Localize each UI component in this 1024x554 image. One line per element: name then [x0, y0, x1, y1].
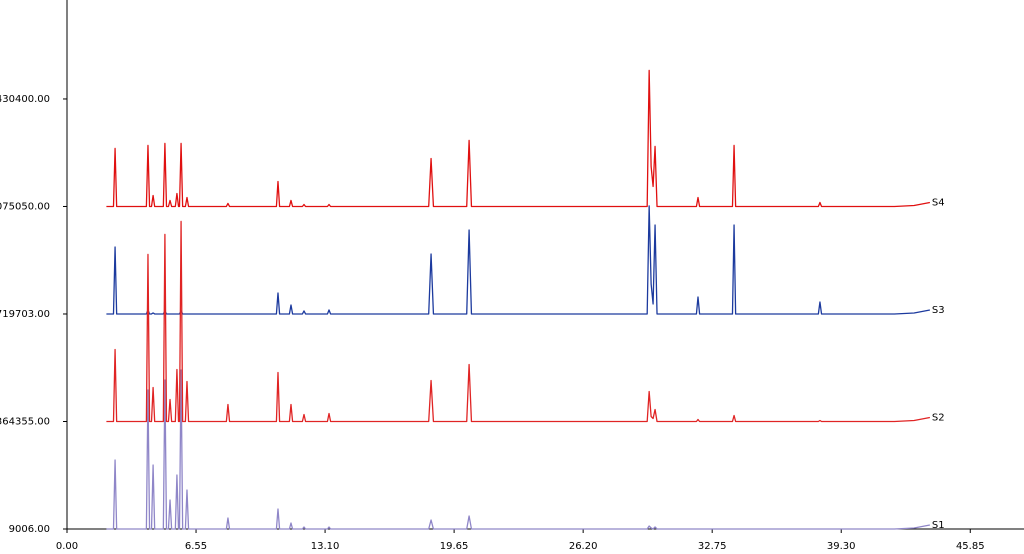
- x-tick-label: 39.30: [827, 541, 856, 552]
- y-tick-label: 9006.00: [9, 524, 50, 535]
- series-label: S1: [932, 520, 945, 531]
- x-tick-label: 19.65: [440, 541, 469, 552]
- x-tick-label: 45.85: [956, 541, 985, 552]
- y-tick-label: 364355.00: [0, 416, 50, 427]
- series-line: [106, 205, 931, 315]
- series-line: [106, 220, 931, 423]
- series-line: [106, 369, 931, 530]
- x-tick-label: 13.10: [311, 541, 340, 552]
- x-tick-label: 32.75: [698, 541, 727, 552]
- series-line: [106, 69, 931, 208]
- y-tick-label: 1075050.00: [0, 201, 50, 212]
- x-tick-label: 26.20: [569, 541, 598, 552]
- series-label: S4: [932, 197, 945, 208]
- y-tick-label: 1430400.00: [0, 94, 50, 105]
- x-tick-label: 0.00: [56, 541, 78, 552]
- series-label: S2: [932, 412, 945, 423]
- series-label: S3: [932, 305, 945, 316]
- x-tick-label: 6.55: [185, 541, 207, 552]
- y-tick-label: 719703.00: [0, 309, 50, 320]
